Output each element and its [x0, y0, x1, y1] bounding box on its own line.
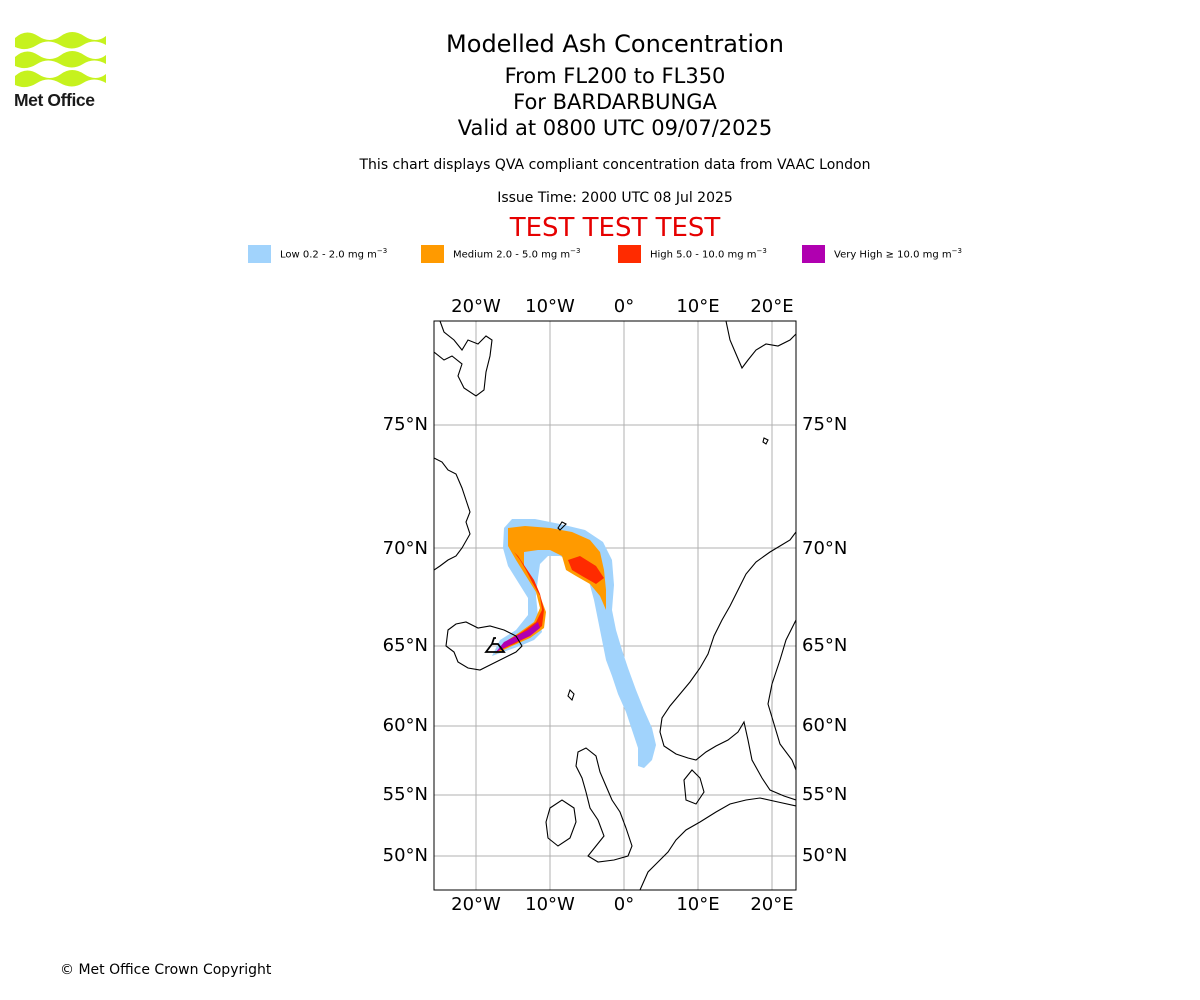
legend-label-medium: Medium 2.0 - 5.0 mg m−3: [453, 247, 581, 261]
map-frame: [433, 320, 797, 891]
lat-label-left-5: 55°N: [383, 784, 428, 805]
logo-text: Met Office: [14, 90, 95, 110]
lat-label-right-3: 65°N: [802, 635, 847, 656]
lon-label-bottom-3: 0°: [614, 894, 634, 915]
legend-item-high: High 5.0 - 10.0 mg m−3: [618, 244, 767, 264]
coastline-faroe: [567, 688, 575, 702]
legend-item-medium: Medium 2.0 - 5.0 mg m−3: [421, 244, 581, 264]
lat-label-left-4: 60°N: [383, 715, 428, 736]
lon-label-bottom-1: 20°W: [451, 894, 501, 915]
lon-label-top-2: 10°W: [525, 296, 575, 317]
lat-label-right-4: 60°N: [802, 715, 847, 736]
legend-item-low: Low 0.2 - 2.0 mg m−3: [248, 244, 387, 264]
legend-swatch-very-high: [802, 245, 825, 263]
chart-title: Modelled Ash Concentration: [446, 30, 784, 58]
coastline-bear-island: [762, 437, 769, 445]
volcano-marker-icon: [484, 637, 506, 653]
issue-time: Issue Time: 2000 UTC 08 Jul 2025: [497, 190, 733, 206]
lon-label-top-5: 20°E: [750, 296, 793, 317]
coastline-continent: [639, 797, 796, 890]
coastline-ireland: [545, 799, 577, 847]
lon-label-bottom-2: 10°W: [525, 894, 575, 915]
chart-description: This chart displays QVA compliant concen…: [359, 157, 871, 173]
lat-label-left-3: 65°N: [383, 635, 428, 656]
copyright-notice: © Met Office Crown Copyright: [60, 962, 272, 978]
legend-label-high: High 5.0 - 10.0 mg m−3: [650, 247, 767, 261]
coastline-iceland: [445, 621, 523, 671]
legend-swatch-low: [248, 245, 271, 263]
lon-label-top-3: 0°: [614, 296, 634, 317]
legend-item-very-high: Very High ≥ 10.0 mg m−3: [802, 244, 962, 264]
lat-label-right-1: 75°N: [802, 414, 847, 435]
lon-label-bottom-4: 10°E: [676, 894, 719, 915]
flight-level-range: From FL200 to FL350: [504, 64, 726, 88]
coastline-great-britain: [575, 747, 633, 863]
coastline-jan-mayen: [557, 521, 567, 531]
coastline-svalbard: [725, 321, 796, 370]
volcano-name: For BARDARBUNGA: [513, 90, 717, 114]
coastline-greenland: [434, 457, 471, 571]
legend-swatch-medium: [421, 245, 444, 263]
lon-label-top-1: 20°W: [451, 296, 501, 317]
graticule: [434, 321, 796, 890]
legend-swatch-high: [618, 245, 641, 263]
legend-label-low: Low 0.2 - 2.0 mg m−3: [280, 247, 388, 261]
wave-icon: [15, 32, 106, 88]
lat-label-right-5: 55°N: [802, 784, 847, 805]
lon-label-bottom-5: 20°E: [750, 894, 793, 915]
lat-label-left-1: 75°N: [383, 414, 428, 435]
coastline-sweden-finland: [767, 619, 796, 771]
lat-label-right-6: 50°N: [802, 845, 847, 866]
ash-very-high-area: [496, 622, 540, 652]
lat-label-left-6: 50°N: [383, 845, 428, 866]
coastline-greenland-north: [434, 321, 493, 397]
coastlines: [434, 321, 796, 890]
legend-label-very-high: Very High ≥ 10.0 mg m−3: [834, 247, 962, 261]
coastline-norway: [659, 531, 796, 801]
coastline-denmark: [683, 769, 705, 805]
lat-label-right-2: 70°N: [802, 538, 847, 559]
lat-label-left-2: 70°N: [383, 538, 428, 559]
met-office-logo: Met Office: [14, 28, 108, 114]
test-banner: TEST TEST TEST: [509, 213, 721, 243]
valid-time: Valid at 0800 UTC 09/07/2025: [457, 116, 773, 140]
lon-label-top-4: 10°E: [676, 296, 719, 317]
